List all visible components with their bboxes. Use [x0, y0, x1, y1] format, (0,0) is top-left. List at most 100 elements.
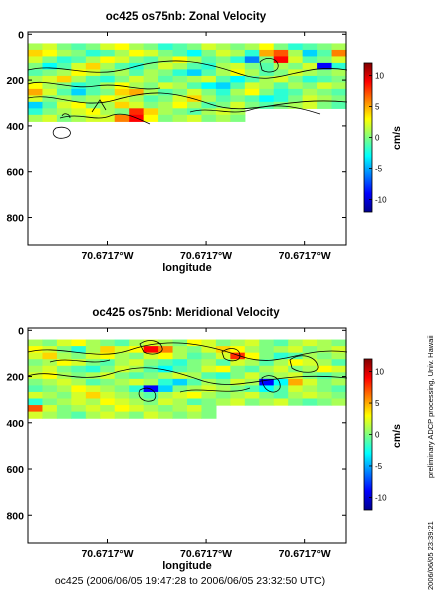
heatmap-cell — [143, 378, 159, 387]
heatmap-cell — [42, 378, 58, 387]
heatmap-cell — [187, 346, 203, 354]
heatmap-cell — [129, 339, 145, 347]
heatmap-cell — [143, 372, 159, 380]
heatmap-cell — [331, 56, 347, 64]
heatmap-cell — [317, 391, 333, 400]
heatmap-cell — [42, 108, 58, 116]
contour-line — [138, 387, 157, 402]
heatmap-cell — [288, 346, 304, 354]
heatmap-cell — [230, 372, 246, 380]
heatmap-cell — [114, 95, 130, 103]
heatmap-cell — [71, 352, 87, 360]
contour-line — [49, 359, 111, 363]
heatmap-cell — [172, 62, 188, 71]
heatmap-cell — [215, 398, 231, 406]
heatmap-cell — [244, 352, 260, 360]
heatmap-cell — [215, 108, 231, 116]
heatmap-cell — [158, 69, 174, 77]
heatmap-cell — [143, 43, 159, 51]
heatmap-cell — [215, 49, 231, 58]
heatmap-cell — [187, 359, 203, 367]
heatmap-cell — [172, 378, 188, 387]
heatmap-cell — [230, 88, 246, 96]
heatmap-cell — [143, 101, 159, 109]
heatmap-cell — [28, 82, 44, 90]
heatmap-cell — [201, 359, 217, 367]
heatmap-cell — [158, 372, 174, 380]
heatmap-cell — [215, 101, 231, 109]
heatmap-cell — [114, 391, 130, 400]
heatmap-cell — [71, 339, 87, 347]
heatmap-cell — [215, 95, 231, 103]
heatmap-cell — [129, 49, 145, 58]
heatmap-cell — [230, 82, 246, 90]
heatmap-cell — [71, 75, 87, 83]
heatmap-cell — [302, 385, 318, 393]
heatmap-cell — [114, 398, 130, 406]
heatmap-cell — [230, 75, 246, 83]
contour-line — [27, 92, 348, 110]
heatmap-cell — [201, 352, 217, 360]
heatmap-cell — [230, 49, 246, 58]
heatmap-cell — [100, 95, 116, 103]
heatmap-cell — [129, 346, 145, 354]
heatmap-cell — [28, 352, 44, 360]
heatmap-cell — [288, 339, 304, 347]
heatmap-cell — [331, 95, 347, 103]
y-tick-label: 600 — [6, 167, 24, 179]
heatmap-cell — [230, 359, 246, 367]
heatmap-cell — [259, 378, 275, 387]
heatmap-cell — [143, 75, 159, 83]
heatmap-cell — [302, 95, 318, 103]
colorbar-tick-label: 10 — [375, 71, 384, 80]
y-tick-label: 800 — [6, 213, 24, 225]
heatmap-cell — [158, 378, 174, 387]
heatmap-cell — [143, 114, 159, 122]
y-tick-label: 400 — [6, 418, 24, 430]
heatmap-cell — [56, 405, 72, 413]
x-tick-label: 70.6717°W — [81, 250, 133, 262]
heatmap-cell — [129, 385, 145, 393]
heatmap-cell — [71, 49, 87, 58]
heatmap-cell — [259, 75, 275, 83]
heatmap-cell — [100, 359, 116, 367]
heatmap-cell — [244, 88, 260, 96]
heatmap-cell — [230, 352, 246, 360]
heatmap-cell — [302, 359, 318, 367]
heatmap-cell — [215, 391, 231, 400]
heatmap-cell — [244, 339, 260, 347]
heatmap-cell — [158, 95, 174, 103]
heatmap-cell — [114, 75, 130, 83]
heatmap-cell — [28, 56, 44, 64]
heatmap-cell — [56, 82, 72, 90]
contour-line — [221, 348, 241, 362]
heatmap-cell — [201, 372, 217, 380]
heatmap-cell — [331, 385, 347, 393]
heatmap-cell — [100, 88, 116, 96]
heatmap-cell — [56, 69, 72, 77]
heatmap-cell — [71, 62, 87, 71]
heatmap-cell — [302, 372, 318, 380]
heatmap-cell — [129, 43, 145, 51]
heatmap-cell — [288, 49, 304, 58]
heatmap-cell — [172, 405, 188, 413]
heatmap-cell — [273, 359, 289, 367]
heatmap-cell — [114, 108, 130, 116]
heatmap-cell — [244, 69, 260, 77]
heatmap-cell — [56, 49, 72, 58]
heatmap-cell — [215, 114, 231, 122]
heatmap-cell — [71, 372, 87, 380]
heatmap-cell — [42, 385, 58, 393]
heatmap-cell — [56, 346, 72, 354]
heatmap-cell — [56, 352, 72, 360]
heatmap-cell — [71, 385, 87, 393]
heatmap-cell — [28, 114, 44, 122]
y-tick-label: 400 — [6, 121, 24, 133]
heatmap-cell — [42, 339, 58, 347]
heatmap-cell — [273, 339, 289, 347]
heatmap-cell — [201, 43, 217, 51]
contour-line — [27, 60, 348, 79]
contour-line — [59, 113, 151, 125]
heatmap-cell — [331, 43, 347, 51]
heatmap-cell — [317, 69, 333, 77]
